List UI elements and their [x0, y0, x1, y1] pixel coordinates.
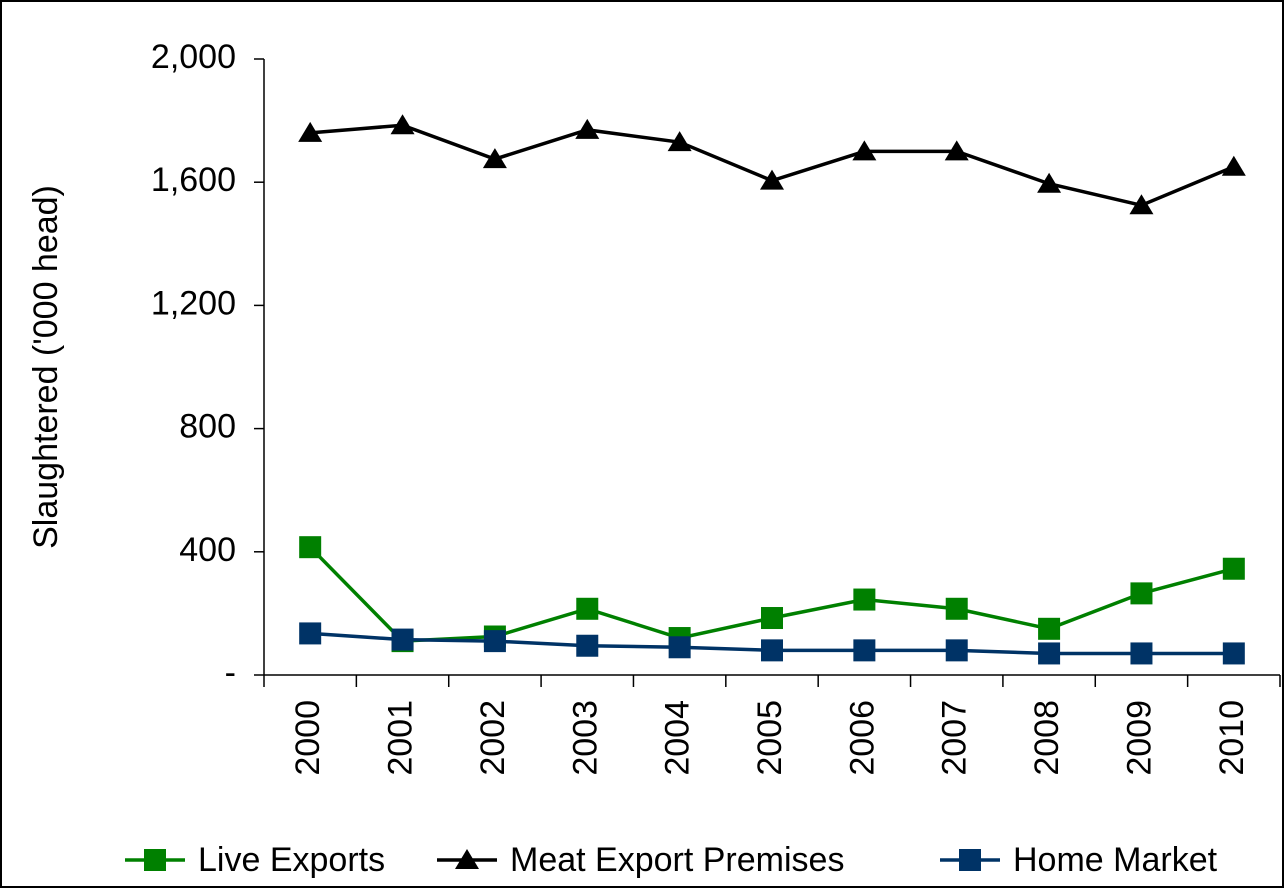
data-point: [299, 536, 322, 559]
data-point: [391, 628, 414, 651]
data-point: [482, 148, 507, 169]
legend-label: Meat Export Premises: [510, 841, 844, 879]
y-tick-label: 800: [179, 408, 236, 446]
data-point: [853, 588, 876, 611]
legend-label: Live Exports: [198, 841, 385, 879]
data-point: [668, 636, 691, 659]
data-point: [945, 639, 968, 662]
y-tick-label: -: [225, 654, 236, 692]
data-point: [575, 118, 600, 139]
data-point: [1130, 582, 1153, 605]
data-point: [1222, 642, 1245, 665]
y-tick-label: 1,200: [151, 284, 236, 322]
x-tick-label: 2002: [474, 700, 512, 776]
data-point: [1130, 642, 1153, 665]
data-point: [1037, 172, 1062, 193]
data-point: [761, 639, 783, 662]
data-point: [760, 169, 784, 190]
data-point: [945, 597, 968, 620]
data-point: [483, 630, 506, 653]
y-tick-label: 400: [179, 531, 236, 569]
data-point: [576, 634, 599, 657]
x-tick-label: 2001: [382, 700, 420, 776]
data-point: [944, 140, 969, 161]
data-point: [1222, 557, 1245, 580]
data-point: [1221, 155, 1246, 176]
x-tick-label: 2000: [289, 700, 327, 776]
data-point: [299, 622, 322, 645]
x-tick-label: 2006: [843, 700, 881, 776]
legend-marker: [144, 849, 166, 871]
x-tick-label: 2004: [659, 700, 697, 776]
data-point: [853, 639, 876, 662]
legend-marker: [959, 849, 981, 871]
legend-label: Home Market: [1013, 841, 1218, 879]
x-tick-label: 2008: [1028, 700, 1066, 776]
x-tick-label: 2003: [566, 700, 604, 776]
data-point: [1038, 617, 1061, 640]
data-point: [298, 121, 323, 142]
legend-marker: [455, 849, 479, 869]
data-point: [1129, 194, 1154, 215]
data-point: [1038, 642, 1061, 665]
data-point: [761, 607, 783, 630]
x-tick-label: 2005: [751, 700, 789, 776]
data-point: [667, 131, 692, 152]
x-tick-label: 2010: [1213, 700, 1251, 776]
data-point: [390, 114, 415, 135]
data-point: [576, 597, 599, 620]
x-tick-label: 2009: [1120, 700, 1158, 776]
x-tick-label: 2007: [936, 700, 974, 776]
data-point: [852, 140, 877, 161]
y-axis-label: Slaughtered ('000 head): [27, 185, 65, 549]
y-tick-label: 1,600: [151, 161, 236, 199]
y-tick-label: 2,000: [151, 38, 236, 76]
